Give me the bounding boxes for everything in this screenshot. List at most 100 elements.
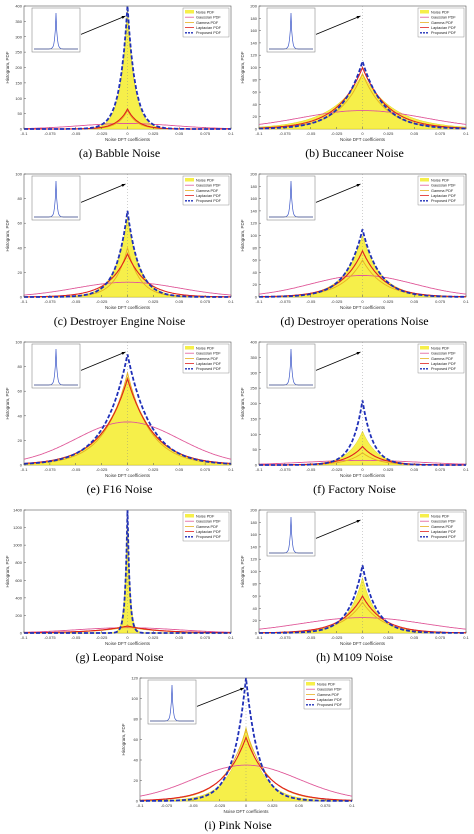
x-axis-label: Noise DFT coefficients (105, 137, 151, 142)
y-tick-label: 160 (250, 28, 257, 33)
y-tick-label: 250 (15, 50, 22, 55)
x-axis-label: Noise DFT coefficients (105, 473, 151, 478)
series-gaussian-pdf-line (258, 617, 467, 630)
inset-arrow (315, 15, 361, 35)
y-axis-label: Histogram, PDF (5, 219, 10, 251)
x-tick-label: -0.025 (331, 299, 343, 304)
y-axis-label: Histogram, PDF (240, 51, 245, 83)
x-tick-label: 0.05 (175, 635, 184, 640)
x-tick-label: -0.1 (137, 803, 145, 808)
y-axis-label: Histogram, PDF (240, 219, 245, 251)
x-tick-label: 0.075 (435, 299, 446, 304)
x-axis-label: Noise DFT coefficients (340, 641, 386, 646)
x-tick-label: -0.05 (71, 635, 81, 640)
y-tick-label: 400 (15, 4, 22, 9)
y-tick-label: 80 (253, 245, 258, 250)
x-tick-label: -0.075 (279, 467, 291, 472)
y-tick-label: 40 (18, 245, 23, 250)
inset-arrow (80, 183, 126, 203)
y-tick-label: 1400 (13, 508, 23, 513)
y-tick-label: 150 (250, 416, 257, 421)
series-gaussian-pdf-line (258, 275, 467, 295)
y-tick-label: 50 (253, 447, 258, 452)
x-axis-label: Noise DFT coefficients (340, 137, 386, 142)
legend-label: Gaussian PDF (431, 16, 456, 20)
x-tick-label: 0 (245, 803, 248, 808)
y-tick-label: 200 (250, 508, 257, 513)
chart-panel-g: 1400 1200 1000 800 600 400 200 0 -0.1 -0.075 -0.05… (2, 504, 237, 666)
caption-g: (g) Leopard Noise (75, 650, 164, 664)
x-tick-label: -0.075 (279, 635, 291, 640)
x-tick-label: 0 (126, 299, 129, 304)
y-tick-label: 60 (18, 221, 23, 226)
x-axis-label: Noise DFT coefficients (340, 473, 386, 478)
x-tick-label: 0.05 (410, 467, 419, 472)
x-tick-label: 0.025 (267, 803, 278, 808)
y-tick-label: 60 (134, 737, 139, 742)
y-tick-label: 160 (250, 532, 257, 537)
legend-label: Laplacian PDF (196, 26, 222, 30)
inset-arrow-head (356, 351, 361, 355)
x-tick-label: 0 (361, 467, 364, 472)
x-tick-label: 0.075 (435, 635, 446, 640)
legend-label: Noise PDF (196, 10, 215, 14)
legend-label: Gamma PDF (431, 357, 454, 361)
legend-label: Noise PDF (196, 346, 215, 350)
y-tick-label: 400 (15, 595, 22, 600)
series-gamma-pdf-line (259, 72, 466, 129)
x-tick-label: -0.075 (44, 131, 56, 136)
x-tick-label: -0.025 (331, 467, 343, 472)
series-gaussian-pdf-line (259, 459, 466, 465)
inset-arrow (315, 519, 361, 539)
y-tick-label: 20 (253, 282, 258, 287)
y-tick-label: 200 (15, 65, 22, 70)
legend-label: Noise PDF (431, 178, 450, 182)
x-tick-label: -0.1 (21, 131, 29, 136)
legend-label: Noise PDF (317, 682, 336, 686)
series-proposed-pdf-line (259, 58, 466, 130)
legend-label: Laplacian PDF (431, 26, 457, 30)
legend-label: Gaussian PDF (196, 184, 221, 188)
y-tick-label: 100 (131, 696, 138, 701)
x-axis-label: Noise DFT coefficients (340, 305, 386, 310)
x-tick-label: 0 (361, 131, 364, 136)
y-tick-label: 180 (250, 520, 257, 525)
series-laplacian-pdf-line (140, 735, 352, 801)
y-tick-label: 0 (255, 463, 258, 468)
x-tick-label: -0.1 (256, 299, 264, 304)
legend-label: Proposed PDF (196, 367, 222, 371)
legend-label: Proposed PDF (196, 31, 222, 35)
x-tick-label: -0.05 (71, 299, 81, 304)
y-axis-label: Histogram, PDF (121, 723, 126, 755)
x-tick-label: 0.1 (228, 299, 234, 304)
legend-label: Laplacian PDF (196, 194, 222, 198)
y-tick-label: 120 (250, 53, 257, 58)
y-axis-label: Histogram, PDF (5, 51, 10, 83)
legend-label: Laplacian PDF (196, 530, 222, 534)
x-tick-label: -0.025 (96, 467, 108, 472)
legend-label: Laplacian PDF (317, 698, 343, 702)
x-tick-label: 0.1 (463, 635, 469, 640)
series-proposed-pdf-line (259, 565, 466, 634)
y-tick-label: 0 (20, 463, 23, 468)
x-tick-label: -0.075 (279, 131, 291, 136)
x-tick-label: -0.075 (44, 299, 56, 304)
legend-label: Laplacian PDF (431, 362, 457, 366)
legend-label: Noise PDF (431, 514, 450, 518)
inset-arrow-head (121, 183, 126, 187)
legend-label: Proposed PDF (196, 199, 222, 203)
x-tick-label: -0.05 (71, 131, 81, 136)
x-tick-label: 0 (361, 299, 364, 304)
x-tick-label: -0.05 (306, 131, 316, 136)
x-tick-label: -0.05 (306, 635, 316, 640)
legend-label: Gamma PDF (196, 189, 219, 193)
x-axis-label: Noise DFT coefficients (105, 641, 151, 646)
legend-label: Gamma PDF (431, 21, 454, 25)
y-tick-label: 600 (15, 578, 22, 583)
x-tick-label: 0.1 (228, 131, 234, 136)
x-tick-label: -0.025 (214, 803, 226, 808)
x-tick-label: 0.025 (383, 131, 394, 136)
y-axis-label: Histogram, PDF (5, 555, 10, 587)
legend-label: Gaussian PDF (196, 352, 221, 356)
